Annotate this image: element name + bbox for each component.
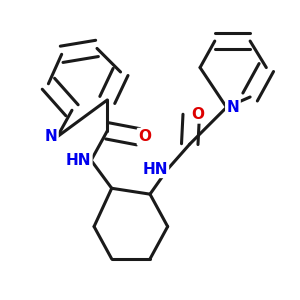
Text: HN: HN (66, 153, 91, 168)
Text: O: O (138, 129, 151, 144)
Text: HN: HN (142, 162, 168, 177)
Text: N: N (226, 100, 239, 115)
Text: O: O (191, 107, 204, 122)
Text: N: N (44, 129, 57, 144)
